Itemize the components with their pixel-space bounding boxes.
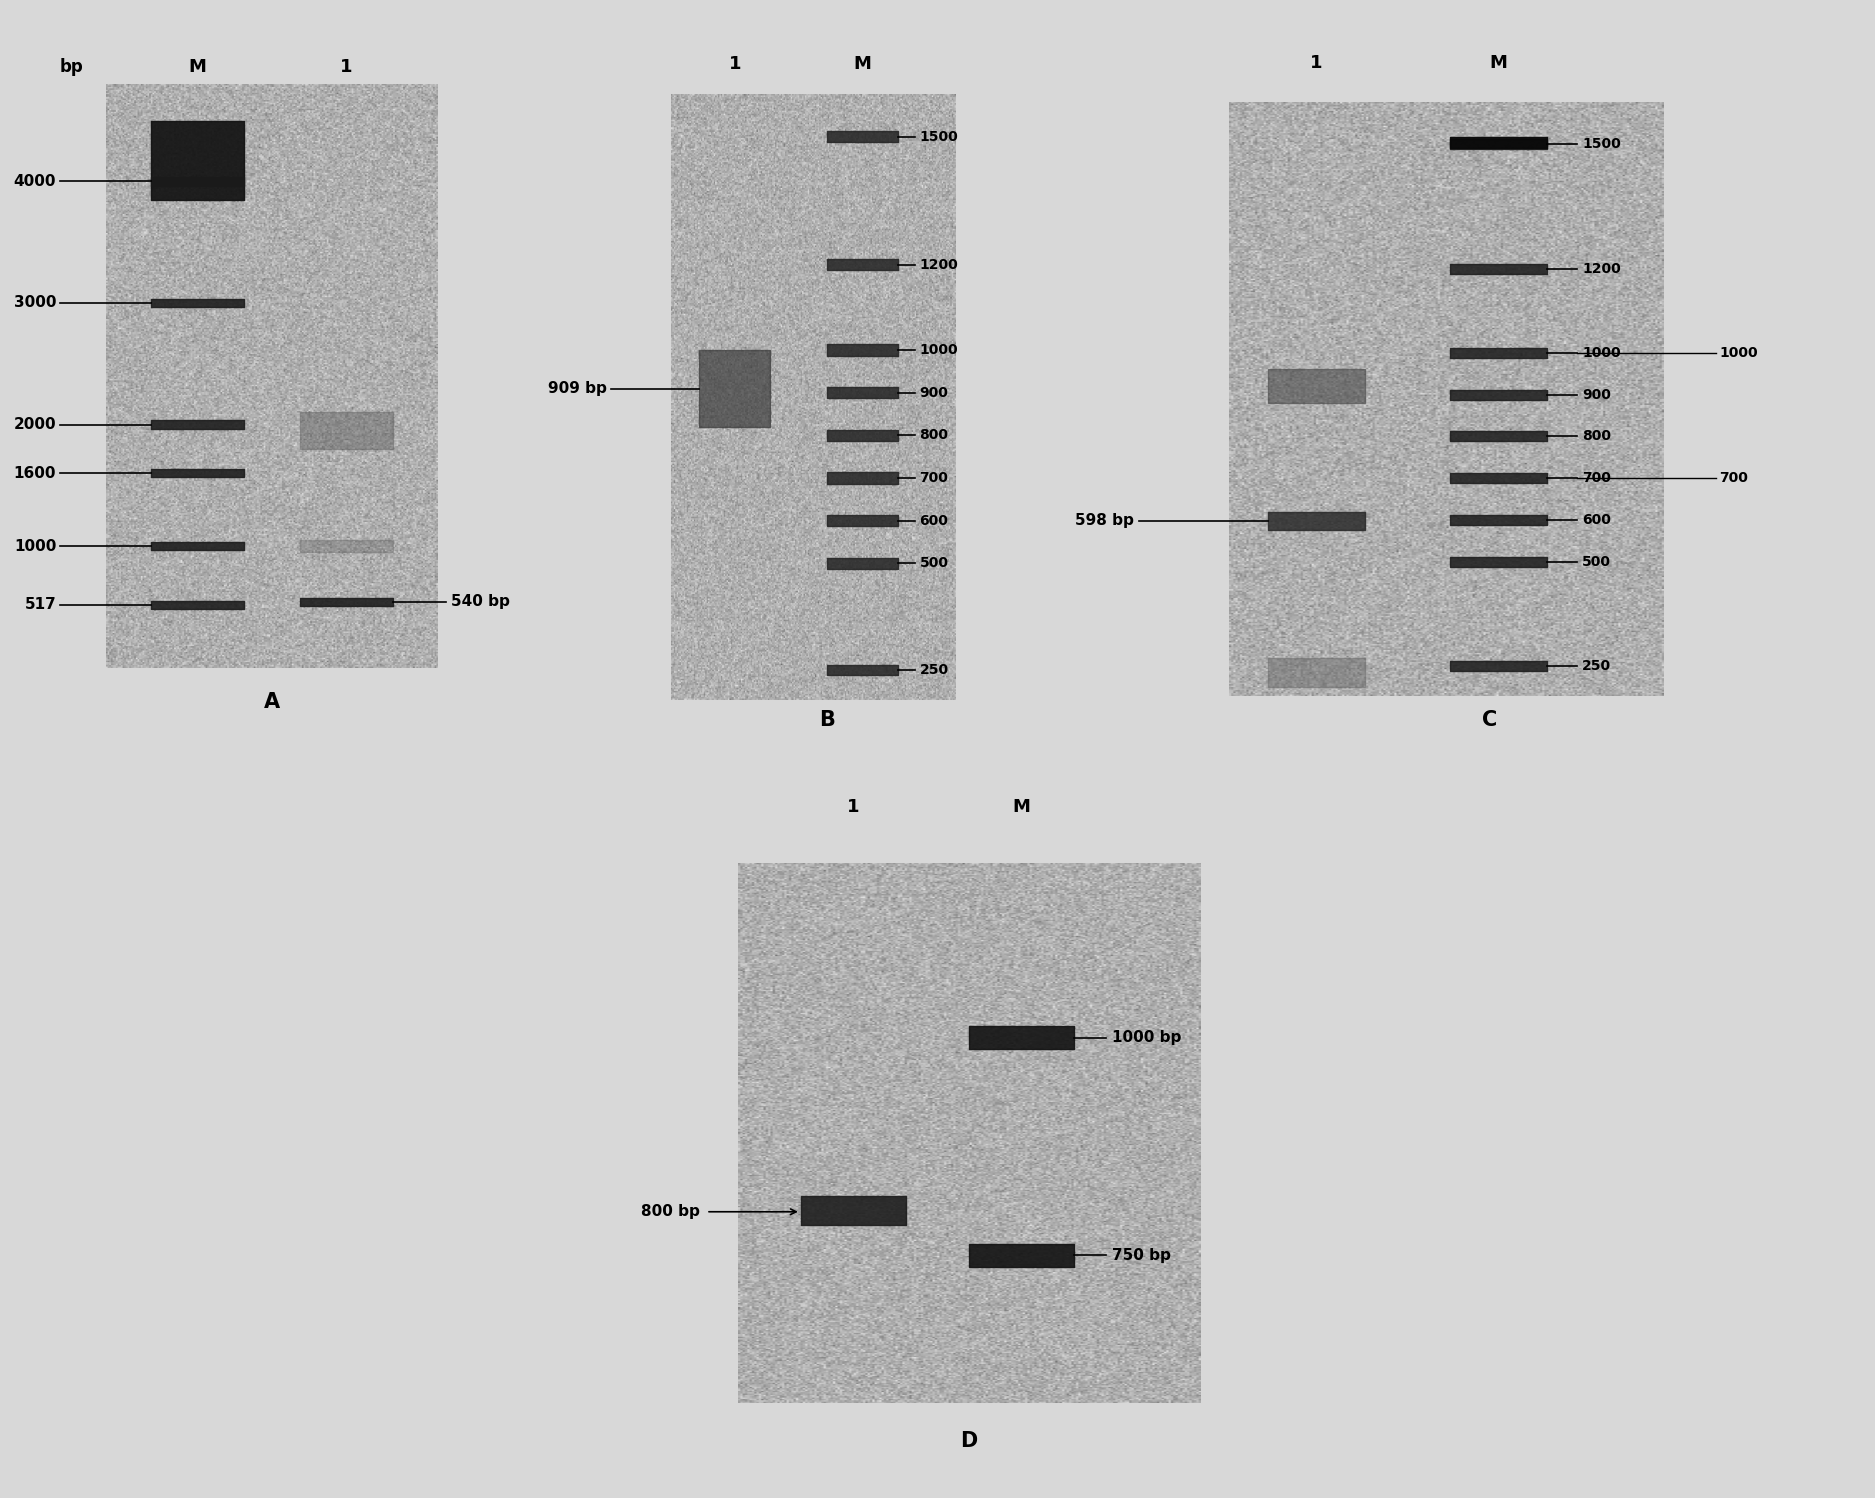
Text: C: C	[1483, 710, 1498, 731]
Text: 750 bp: 750 bp	[1112, 1248, 1172, 1263]
Text: 700: 700	[919, 470, 949, 485]
Text: M: M	[853, 55, 872, 73]
Text: 1500: 1500	[919, 130, 958, 144]
Text: 1200: 1200	[1582, 262, 1620, 276]
Text: 800: 800	[919, 428, 949, 442]
Text: A: A	[264, 692, 279, 712]
Text: 1500: 1500	[1582, 136, 1620, 151]
Text: 1: 1	[1311, 54, 1322, 72]
Text: 500: 500	[1582, 554, 1611, 569]
Text: 2000: 2000	[13, 416, 56, 431]
Text: 909 bp: 909 bp	[548, 382, 608, 397]
Text: 700: 700	[1582, 472, 1611, 485]
Text: 1000: 1000	[919, 343, 958, 357]
Text: 700: 700	[1719, 472, 1748, 485]
Text: 517: 517	[24, 598, 56, 613]
Text: 800 bp: 800 bp	[641, 1204, 699, 1219]
Text: 600: 600	[919, 514, 949, 527]
Text: bp: bp	[60, 58, 82, 76]
Text: 800: 800	[1582, 430, 1611, 443]
Text: 500: 500	[919, 556, 949, 571]
Text: 900: 900	[919, 385, 949, 400]
Text: 600: 600	[1582, 512, 1611, 527]
Text: M: M	[1491, 54, 1508, 72]
Text: B: B	[819, 710, 834, 731]
Text: D: D	[960, 1431, 977, 1452]
Text: 598 bp: 598 bp	[1074, 514, 1134, 529]
Text: 250: 250	[1582, 659, 1611, 674]
Text: 1600: 1600	[13, 466, 56, 481]
Text: 3000: 3000	[13, 295, 56, 310]
Text: 900: 900	[1582, 388, 1611, 401]
Text: 1000: 1000	[1582, 346, 1620, 360]
Text: 1: 1	[848, 798, 859, 816]
Text: 540 bp: 540 bp	[452, 595, 510, 610]
Text: 250: 250	[919, 664, 949, 677]
Text: 1: 1	[339, 58, 352, 76]
Text: 4000: 4000	[13, 174, 56, 189]
Text: 1000 bp: 1000 bp	[1112, 1031, 1181, 1046]
Text: 1: 1	[729, 55, 741, 73]
Text: M: M	[188, 58, 206, 76]
Text: 1200: 1200	[919, 258, 958, 271]
Text: 1000: 1000	[13, 539, 56, 554]
Text: 1000: 1000	[1719, 346, 1759, 360]
Text: M: M	[1013, 798, 1031, 816]
